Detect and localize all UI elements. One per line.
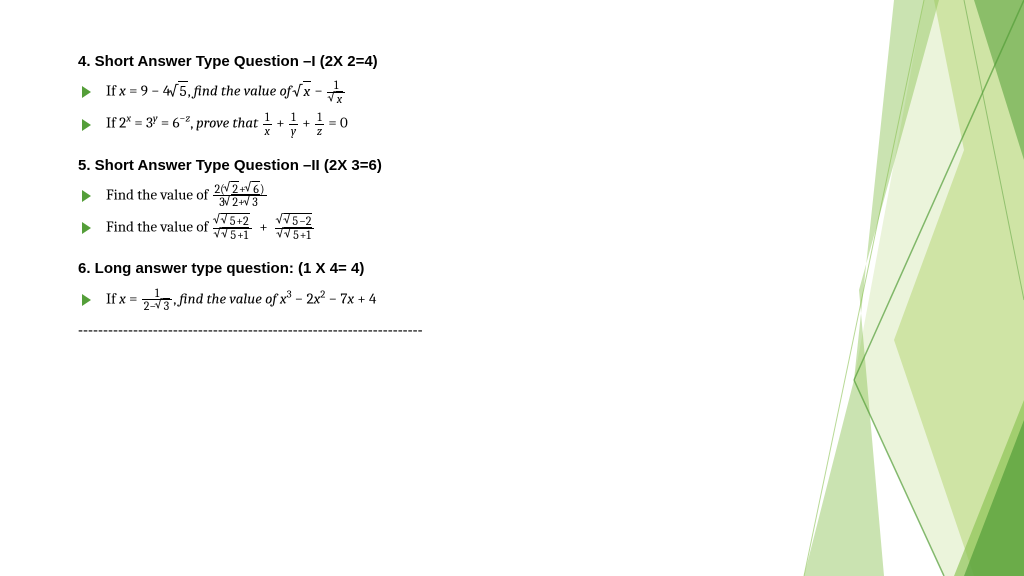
section-heading-6: 6. Long answer type question: (1 X 4= 4) bbox=[78, 257, 738, 280]
list-item: If x = 9 − 45, find the value of x − 1x bbox=[78, 79, 738, 105]
list-item: Find the value of 5+2 5+1 + 5−2 5+1 bbox=[78, 215, 738, 241]
section-4-list: If x = 9 − 45, find the value of x − 1x … bbox=[78, 79, 738, 137]
section-heading-5: 5. Short Answer Type Question –II (2X 3=… bbox=[78, 154, 738, 177]
list-item: If 2x = 3y = 6−z, prove that 1x + 1y + 1… bbox=[78, 111, 738, 137]
section-5-list: Find the value of 2(2+6) 32+3 Find the v… bbox=[78, 183, 738, 241]
slide-background-decor bbox=[764, 0, 1024, 576]
section-heading-4: 4. Short Answer Type Question –I (2X 2=4… bbox=[78, 50, 738, 73]
divider-dashes: ----------------------------------------… bbox=[78, 319, 738, 342]
section-6-list: If x = 12−3, find the value of x3 − 2x2 … bbox=[78, 287, 738, 313]
list-item: Find the value of 2(2+6) 32+3 bbox=[78, 183, 738, 209]
slide-content: 4. Short Answer Type Question –I (2X 2=4… bbox=[78, 50, 738, 342]
list-item: If x = 12−3, find the value of x3 − 2x2 … bbox=[78, 287, 738, 313]
